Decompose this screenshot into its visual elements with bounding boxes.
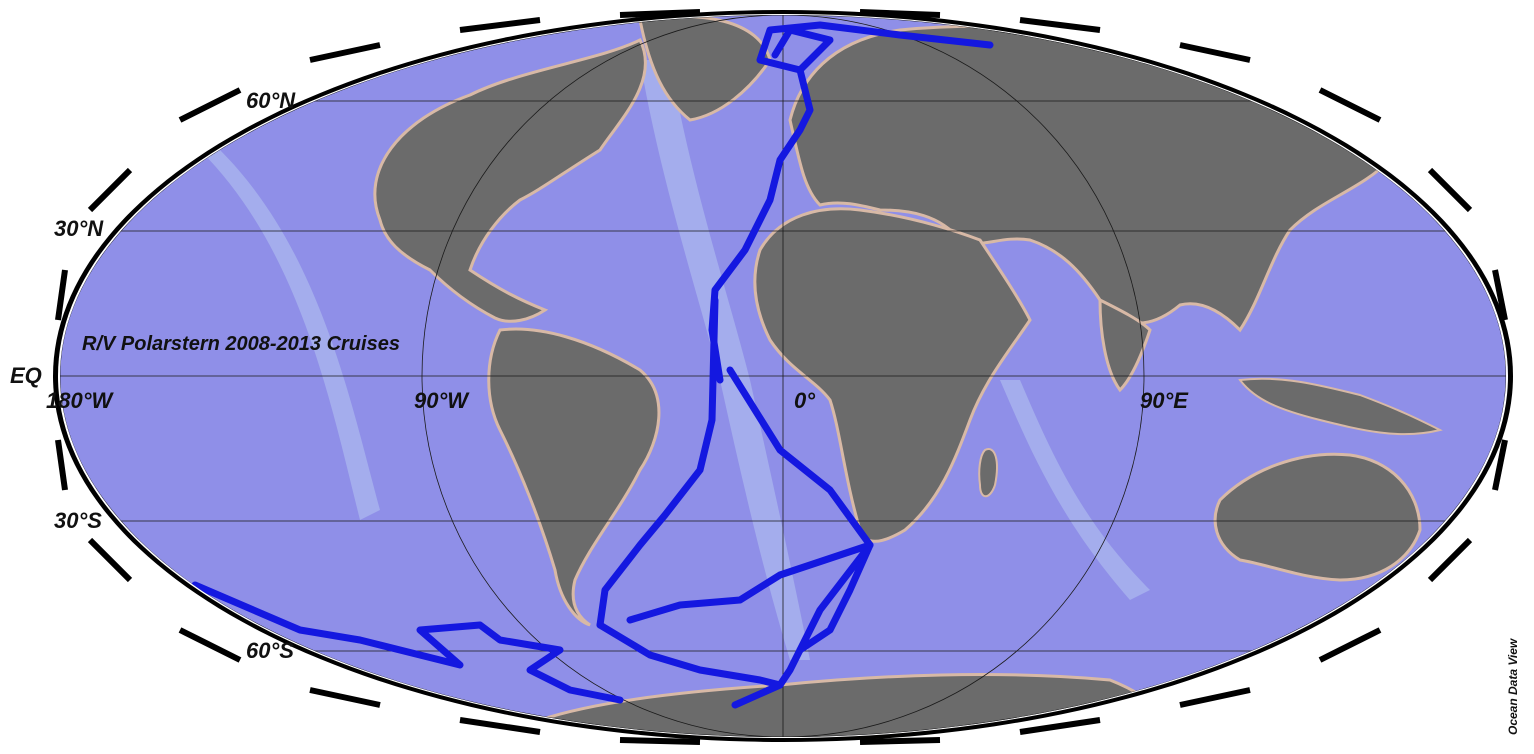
credit-label: Ocean Data View xyxy=(1506,638,1520,735)
track-weddell xyxy=(596,621,784,689)
lon-label-90w: 90°W xyxy=(414,388,469,413)
land-south-america xyxy=(487,327,661,627)
bathymetry-shading xyxy=(200,60,1150,660)
map-title: R/V Polarstern 2008-2013 Cruises xyxy=(82,333,400,355)
lat-label-60n: 60°N xyxy=(246,88,296,113)
lat-label-eq: EQ xyxy=(10,363,42,388)
track-africa-loop xyxy=(626,541,874,654)
track-south-atlantic-west xyxy=(596,296,719,629)
lon-label-0: 0° xyxy=(794,388,816,413)
land-madagascar xyxy=(978,448,998,498)
track-arctic xyxy=(756,21,994,74)
lat-label-30n: 30°N xyxy=(54,216,104,241)
land-north-america xyxy=(373,37,647,323)
cruise-tracks xyxy=(191,21,994,709)
lat-label-60s: 60°S xyxy=(246,638,294,663)
land-indonesia xyxy=(1238,377,1443,436)
frame-ticks xyxy=(55,9,1508,745)
land-new-zealand xyxy=(1469,558,1487,612)
track-pacific xyxy=(191,581,624,704)
lon-label-180w: 180°W xyxy=(46,388,113,413)
land-australia xyxy=(1213,452,1422,582)
land-greenland xyxy=(638,15,772,122)
lon-label-90e: 90°E xyxy=(1140,388,1188,413)
lat-label-30s: 30°S xyxy=(54,508,102,533)
land-africa xyxy=(753,207,1032,543)
land-india xyxy=(1098,297,1152,393)
